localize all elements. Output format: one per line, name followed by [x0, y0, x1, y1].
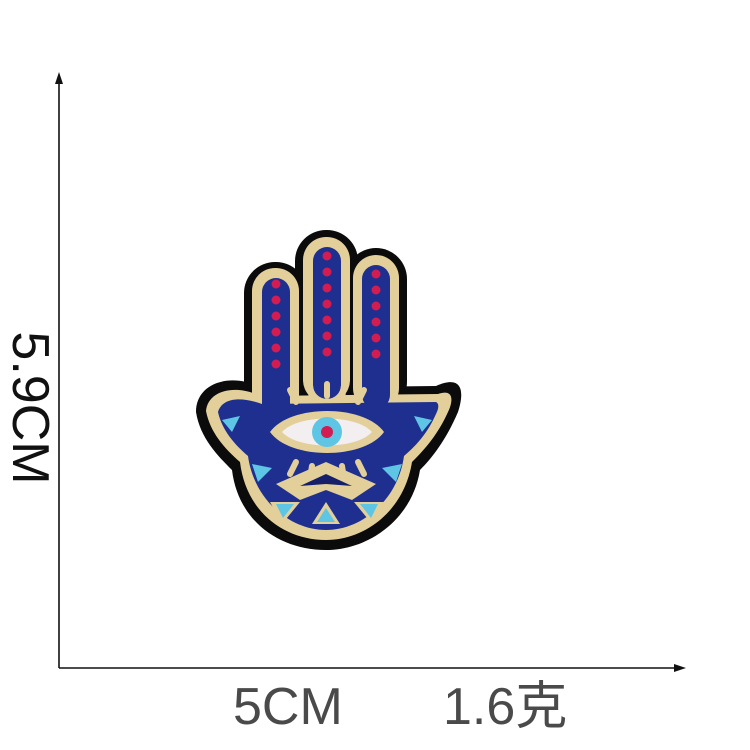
- weight-label: 1.6克: [443, 678, 568, 736]
- palm-side-motifs: [222, 416, 432, 482]
- width-dimension-label: 5CM: [233, 678, 343, 736]
- evil-eye: [270, 411, 384, 453]
- horizontal-axis-arrowhead: [674, 664, 686, 672]
- palm-lower-motif: [270, 462, 384, 524]
- height-dimension-label: 5.9CM: [1, 331, 59, 485]
- vertical-axis-arrowhead: [55, 72, 63, 84]
- finger-dots: [271, 251, 381, 369]
